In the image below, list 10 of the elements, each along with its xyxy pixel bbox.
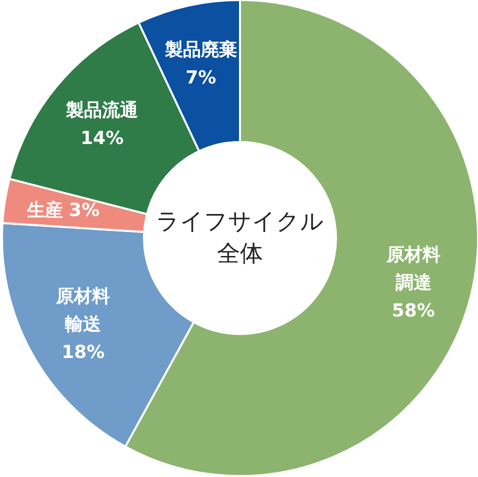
slice-label: 生産 3% xyxy=(26,200,100,220)
slice-label: 原材料輸送 xyxy=(55,286,110,335)
slice-label: 原材料調達 xyxy=(385,244,440,294)
slice-label: 製品流通 xyxy=(65,99,138,120)
data-label: 18% xyxy=(62,342,105,363)
data-label: 58% xyxy=(392,300,435,322)
data-label: 14% xyxy=(80,127,124,148)
slice-label: 製品廃棄 xyxy=(164,38,237,60)
data-label: 7% xyxy=(186,66,216,88)
text: ライフサイクル全体 xyxy=(156,209,324,267)
